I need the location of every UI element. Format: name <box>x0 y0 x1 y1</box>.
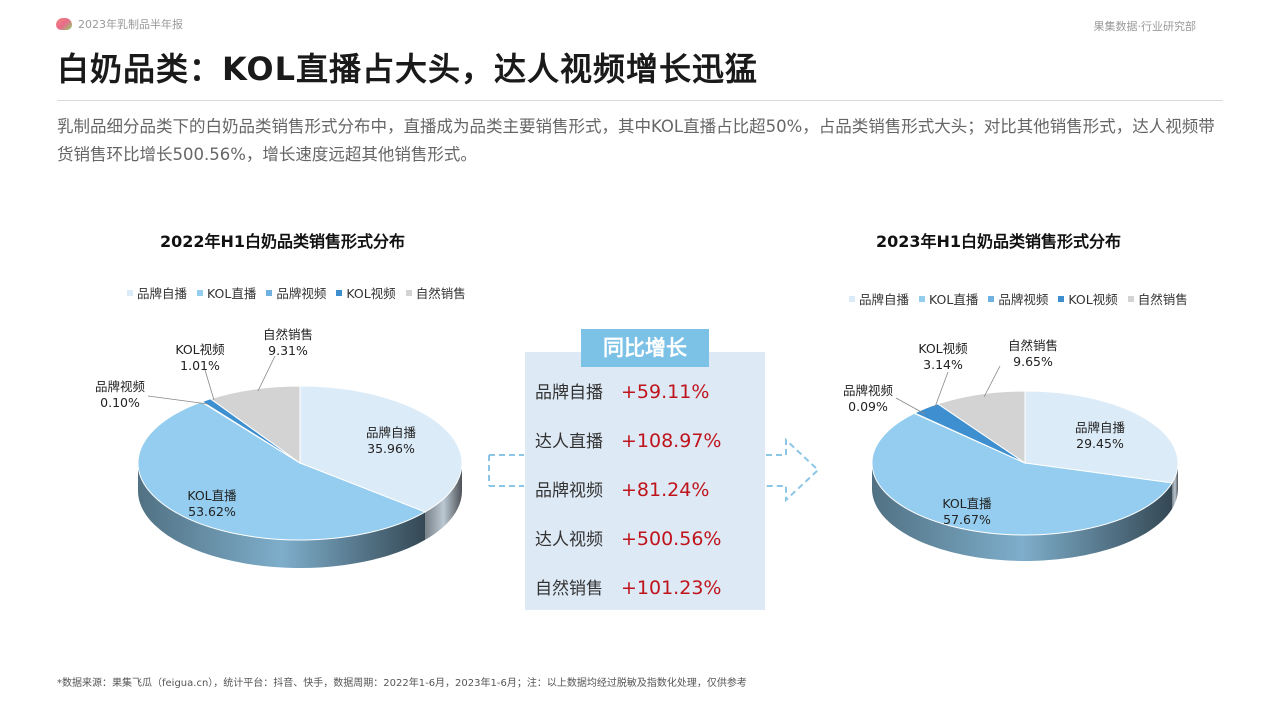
yoy-row-brand-live: 品牌自播 +59.11% <box>535 378 709 403</box>
slice-value-label: 29.45% <box>1076 436 1124 451</box>
yoy-value: +500.56% <box>621 528 722 550</box>
slice-name-label: 自然销售 <box>263 327 313 342</box>
leader-line <box>983 365 1001 398</box>
legend-swatch <box>405 289 412 296</box>
leader-line <box>257 355 276 392</box>
slice-value-label: 0.10% <box>100 395 140 410</box>
slice-value-label: 57.67% <box>943 512 991 527</box>
yoy-label: 达人直播 <box>535 432 603 452</box>
arrow-left-icon <box>488 454 524 487</box>
data-source-footnote: *数据来源：果集飞瓜（feigua.cn），统计平台：抖音、快手，数据周期：20… <box>57 678 747 689</box>
legend-label: 品牌自播 <box>137 286 188 301</box>
arrow-right-icon <box>766 437 820 503</box>
legend-swatch <box>127 289 133 296</box>
source-dept: 果集数据·行业研究部 <box>1093 20 1197 33</box>
legend-swatch <box>988 295 995 302</box>
slice-value-label: 9.31% <box>268 343 308 358</box>
slice-value-label: 0.09% <box>848 399 888 414</box>
chart-legend-2022: 品牌自播 KOL直播 品牌视频 KOL视频 自然销售 <box>127 283 466 302</box>
yoy-row-brand-video: 品牌视频 +81.24% <box>535 476 709 501</box>
pie-slice-KOL直播 <box>137 401 427 541</box>
yoy-row-kol-live: 达人直播 +108.97% <box>535 427 721 452</box>
legend-label: KOL视频 <box>346 286 396 301</box>
leader-line <box>895 397 926 415</box>
yoy-value: +108.97% <box>621 430 722 452</box>
legend-item: KOL直播 <box>919 289 978 308</box>
slice-value-label: 1.01% <box>180 358 220 373</box>
legend-label: KOL视频 <box>1068 292 1118 307</box>
legend-label: 品牌自播 <box>859 292 910 307</box>
slice-name-label: 品牌自播 <box>1075 420 1126 435</box>
yoy-label: 品牌视频 <box>535 481 603 501</box>
legend-label: KOL直播 <box>929 292 979 307</box>
slice-name-label: 品牌自播 <box>366 425 417 440</box>
legend-swatch <box>1058 295 1065 302</box>
yoy-row-kol-video: 达人视频 +500.56% <box>535 525 721 550</box>
slice-name-label: KOL视频 <box>175 342 225 357</box>
yoy-label: 达人视频 <box>535 530 603 550</box>
legend-item: 自然销售 <box>1127 289 1188 308</box>
chart-legend-2023: 品牌自播 KOL直播 品牌视频 KOL视频 自然销售 <box>849 289 1188 308</box>
legend-swatch <box>1127 295 1134 302</box>
legend-swatch <box>197 289 204 296</box>
yoy-row-natural: 自然销售 +101.23% <box>535 574 721 599</box>
leader-line <box>147 395 209 405</box>
legend-label: 品牌视频 <box>276 286 327 301</box>
slice-value-label: 9.65% <box>1013 354 1053 369</box>
title-divider <box>57 100 1223 101</box>
slice-name-label: 品牌视频 <box>95 379 146 394</box>
pie-slice-品牌自播 <box>299 385 463 513</box>
leader-line <box>204 369 215 401</box>
yoy-header: 同比增长 <box>581 329 709 367</box>
legend-item: 品牌视频 <box>266 283 326 302</box>
yoy-panel <box>525 352 765 610</box>
pie-side-KOL直播 <box>872 463 1173 562</box>
legend-label: 自然销售 <box>1137 292 1188 307</box>
slice-name-label: 品牌视频 <box>843 383 894 398</box>
legend-label: KOL直播 <box>207 286 257 301</box>
slice-name-label: 自然销售 <box>1008 338 1058 353</box>
report-tag: 2023年乳制品半年报 <box>56 16 183 32</box>
slice-name-label: KOL直播 <box>187 488 237 503</box>
legend-swatch <box>919 295 926 302</box>
legend-label: 品牌视频 <box>998 292 1049 307</box>
legend-item: KOL视频 <box>1058 289 1118 308</box>
legend-item: 品牌视频 <box>988 289 1048 308</box>
legend-item: 自然销售 <box>405 283 466 302</box>
legend-swatch <box>336 289 343 296</box>
chart-title-2023: 2023年H1白奶品类销售形式分布 <box>876 232 1122 251</box>
pie-slice-KOL直播 <box>871 412 1173 536</box>
page-description: 乳制品细分品类下的白奶品类销售形式分布中，直播成为品类主要销售形式，其中KOL直… <box>57 117 1215 164</box>
yoy-label: 品牌自播 <box>535 383 603 403</box>
slice-name-label: KOL直播 <box>942 496 992 511</box>
pie-slice-自然销售 <box>209 385 301 464</box>
brand-logo-icon <box>56 18 72 30</box>
slice-value-label: 35.96% <box>367 441 415 456</box>
legend-item: KOL视频 <box>336 283 396 302</box>
yoy-value: +59.11% <box>621 381 710 403</box>
leader-line <box>934 371 949 408</box>
pie-slice-品牌自播 <box>1024 390 1179 484</box>
yoy-value: +101.23% <box>621 577 722 599</box>
page-title: 白奶品类：KOL直播占大头，达人视频增长迅猛 <box>57 50 758 88</box>
legend-swatch <box>849 295 855 302</box>
yoy-label: 自然销售 <box>535 579 603 599</box>
report-name: 2023年乳制品半年报 <box>78 18 183 31</box>
legend-item: 品牌自播 <box>127 283 187 302</box>
pie-side-KOL直播 <box>138 463 426 568</box>
pie-slice-自然销售 <box>936 390 1026 464</box>
pie-side-品牌自播 <box>425 463 462 540</box>
legend-swatch <box>266 289 273 296</box>
legend-item: 品牌自播 <box>849 289 909 308</box>
slice-value-label: 53.62% <box>188 504 236 519</box>
yoy-value: +81.24% <box>621 479 710 501</box>
slice-name-label: KOL视频 <box>918 341 968 356</box>
slice-value-label: 3.14% <box>923 357 963 372</box>
legend-label: 自然销售 <box>415 286 466 301</box>
legend-item: KOL直播 <box>197 283 256 302</box>
chart-title-2022: 2022年H1白奶品类销售形式分布 <box>160 232 406 251</box>
